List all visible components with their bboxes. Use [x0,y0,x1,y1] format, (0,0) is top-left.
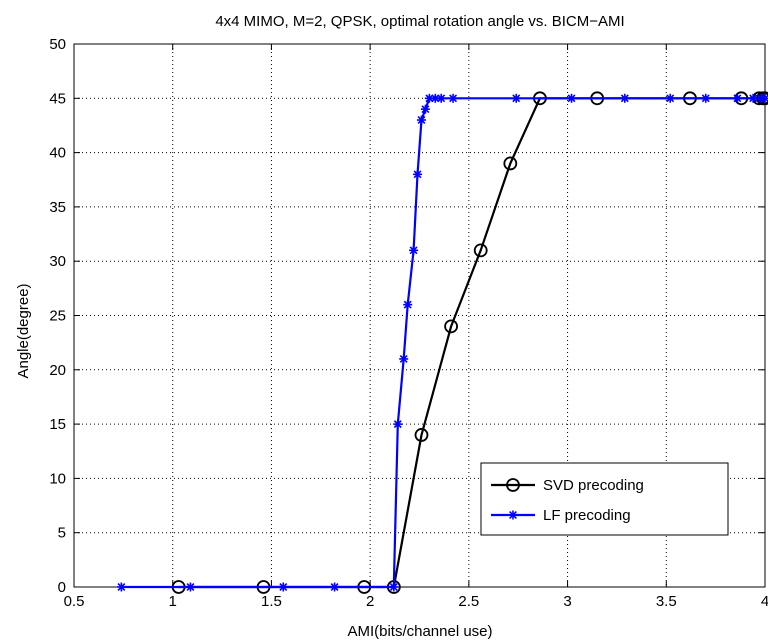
y-tick-label: 0 [58,579,66,596]
data-point [503,156,518,171]
y-tick-label: 30 [49,253,66,270]
data-point [185,582,195,592]
data-point [414,428,429,442]
data-point [403,300,413,310]
y-tick-label: 20 [49,362,66,379]
data-point [393,419,403,429]
data-point [665,93,675,103]
data-point [413,169,423,179]
legend-marker [506,478,520,492]
data-point [389,582,399,592]
x-tick-label: 2.5 [458,593,479,610]
series-2 [116,93,768,592]
data-point [620,93,630,103]
x-tick-label: 3 [563,593,571,610]
data-point [444,319,458,334]
legend-entry: LF precoding [491,507,631,524]
y-tick-label: 25 [49,308,66,325]
y-tick-label: 50 [49,36,66,53]
data-point [760,93,768,103]
data-point [278,582,288,592]
x-axis-title: AMI(bits/channel use) [347,623,492,640]
y-tick-label: 45 [49,90,66,107]
data-point [416,115,426,125]
y-tick-label: 15 [49,416,66,433]
x-tick-label: 4 [761,593,768,610]
x-tick-label: 2 [366,593,374,610]
data-point [330,582,340,592]
data-point [116,582,126,592]
data-point [424,93,434,103]
data-point [473,243,488,258]
data-point [567,93,577,103]
legend-box [480,462,729,536]
chart-title: 4x4 MIMO, M=2, QPSK, optimal rotation an… [215,13,624,30]
legend-label: LF precoding [543,507,631,524]
x-tick-label: 3.5 [656,593,677,610]
data-point [701,93,711,103]
data-point [448,93,458,103]
legend: SVD precoding LF precoding [480,462,729,536]
data-point [748,93,758,103]
data-point [436,93,446,103]
data-point [732,93,742,103]
x-tick-label: 1 [169,593,177,610]
data-point [399,354,409,364]
data-point [420,104,430,114]
legend-entry: SVD precoding [491,477,644,494]
data-point [409,245,419,255]
data-point [511,93,521,103]
data-series [116,91,768,594]
x-tick-label: 0.5 [64,593,85,610]
y-tick-label: 5 [58,525,66,542]
x-tick-label: 1.5 [261,593,282,610]
y-axis-title: Angle(degree) [15,283,32,378]
y-tick-label: 40 [49,145,66,162]
y-tick-label: 35 [49,199,66,216]
y-tick-label: 10 [49,470,66,487]
legend-marker [508,510,518,520]
legend-label: SVD precoding [543,477,644,494]
